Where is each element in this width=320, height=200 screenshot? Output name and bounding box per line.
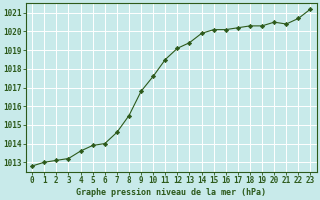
X-axis label: Graphe pression niveau de la mer (hPa): Graphe pression niveau de la mer (hPa) bbox=[76, 188, 266, 197]
